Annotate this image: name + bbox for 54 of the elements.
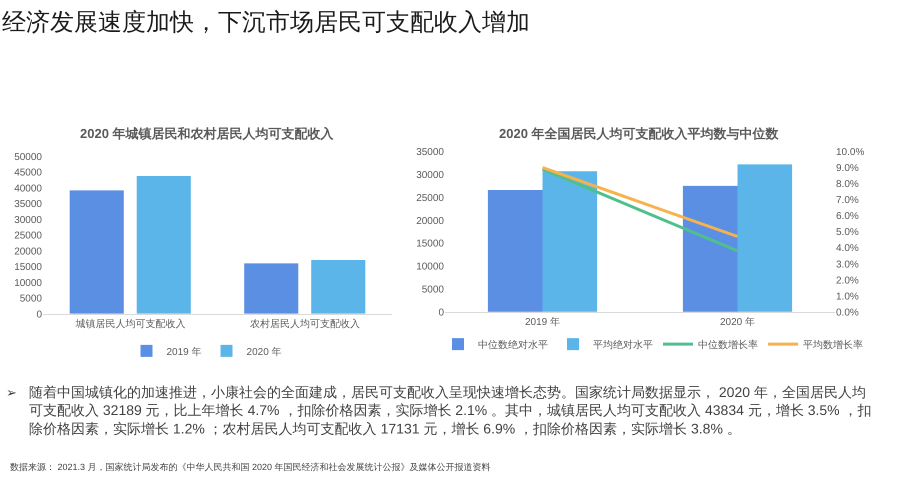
y2-tick-label: 10.0% (836, 147, 864, 158)
legend-label: 中位数绝对水平 (478, 338, 548, 351)
y2-tick-label: 0.0% (836, 307, 859, 318)
legend-label: 2020 年 (246, 346, 282, 358)
y-tick-label: 25000 (416, 192, 444, 204)
y-tick-label: 35000 (416, 147, 444, 158)
y-tick-label: 20000 (416, 216, 444, 227)
y2-tick-label: 9.0% (836, 163, 859, 174)
y2-tick-label: 4.0% (836, 243, 859, 254)
y2-tick-label: 7.0% (836, 195, 859, 206)
y-tick-label: 15000 (416, 238, 444, 250)
y-tick-label: 0 (36, 309, 42, 320)
y-tick-label: 25000 (14, 230, 42, 242)
x-tick-label: 农村居民人均可支配收入 (250, 318, 360, 330)
y2-tick-label: 6.0% (836, 211, 859, 222)
bar (311, 260, 366, 314)
y2-tick-label: 2.0% (836, 275, 859, 286)
bar (738, 164, 792, 312)
y-tick-label: 10000 (14, 278, 42, 289)
x-tick-label: 2020 年 (720, 316, 756, 328)
y2-tick-label: 1.0% (836, 291, 859, 302)
legend-label: 2019 年 (166, 346, 202, 358)
bar (244, 263, 298, 314)
x-tick-label: 城镇居民人均可支配收入 (74, 318, 186, 330)
y-tick-label: 10000 (416, 262, 444, 273)
y-tick-label: 5000 (422, 284, 444, 296)
text: 随着中国城镇化的加速推进，小康社会的全面建成，居民可支配收入呈现快速增长态势。国家统计局数据显示， 2020 年，全国居民人均可支配收入 32189 元，比上年增长 4.7% ，扣除价格因素，实际增长 2.1% 。其中，城镇居民人均可支配收入 43834 元，增长 3.5% ，扣除价格因素，实际增长 1.2% ；农村居民人均可支配收入 17131 元，增长 6.9% ，扣除价格因素，实际增长 3.8% 。 (29, 384, 872, 436)
y-tick-label: 45000 (14, 168, 42, 179)
text: 经济发展速度加快，下沉市场居民可支配收入增加 (2, 9, 530, 36)
y-tick-label: 30000 (416, 170, 444, 181)
y-tick-label: 30000 (14, 214, 42, 226)
chart-title: 2020 年城镇居民和农村居民人均可支配收入 (80, 126, 335, 141)
legend-label: 中位数增长率 (698, 338, 758, 351)
bar (70, 190, 124, 314)
y2-tick-label: 8.0% (836, 179, 859, 190)
legend-label: 平均绝对水平 (593, 338, 653, 351)
y-tick-label: 0 (438, 307, 444, 318)
y-tick-label: 35000 (14, 199, 42, 210)
y2-tick-label: 3.0% (836, 259, 859, 270)
y-tick-label: 5000 (20, 294, 42, 305)
y-tick-label: 50000 (14, 152, 42, 163)
bar (488, 190, 542, 312)
text: ➢ (6, 385, 17, 400)
bar (136, 176, 191, 314)
bar (682, 186, 738, 312)
y-tick-label: 20000 (14, 246, 42, 258)
legend-label: 平均数增长率 (803, 338, 863, 351)
x-tick-label: 2019 年 (524, 316, 560, 328)
y2-tick-label: 5.0% (836, 227, 859, 238)
source-note: 数据来源： 2021.3 月，国家统计局发布的《中华人民共和国 2020 年国民经济和社会发展统计公报》及媒体公开报道资料 (10, 462, 491, 472)
y-tick-label: 15000 (14, 262, 42, 274)
y-tick-label: 40000 (14, 183, 42, 194)
bar (542, 171, 598, 312)
chart-title: 2020 年全国居民人均可支配收入平均数与中位数 (499, 126, 780, 141)
